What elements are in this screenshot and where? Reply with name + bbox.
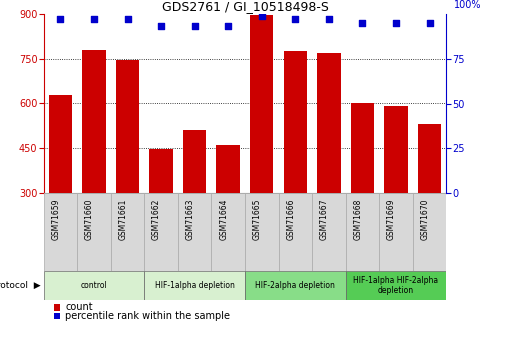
Bar <box>351 104 374 283</box>
Point <box>258 13 266 18</box>
Bar <box>413 193 446 271</box>
Text: GSM71661: GSM71661 <box>119 199 128 240</box>
Bar <box>384 107 408 283</box>
Bar <box>317 53 341 283</box>
Bar <box>284 51 307 283</box>
Text: GSM71660: GSM71660 <box>85 199 94 240</box>
Text: GSM71662: GSM71662 <box>152 199 161 240</box>
Text: GSM71664: GSM71664 <box>219 199 228 240</box>
Text: HIF-2alpha depletion: HIF-2alpha depletion <box>255 281 335 290</box>
Bar <box>44 193 77 271</box>
Point <box>56 17 65 22</box>
Point <box>157 23 165 29</box>
Text: HIF-1alpha HIF-2alpha
depletion: HIF-1alpha HIF-2alpha depletion <box>353 276 439 295</box>
Bar <box>250 15 273 283</box>
Point <box>425 20 433 26</box>
Text: GSM71669: GSM71669 <box>387 199 396 240</box>
Bar <box>82 50 106 283</box>
Bar <box>216 145 240 283</box>
Point <box>124 17 132 22</box>
Text: HIF-1alpha depletion: HIF-1alpha depletion <box>155 281 234 290</box>
Title: GDS2761 / GI_10518498-S: GDS2761 / GI_10518498-S <box>162 0 328 13</box>
Point <box>392 20 400 26</box>
Bar <box>144 193 178 271</box>
Text: control: control <box>81 281 107 290</box>
Bar <box>77 193 111 271</box>
Bar <box>418 125 441 283</box>
Bar <box>44 271 144 300</box>
Text: count: count <box>66 303 93 312</box>
Bar <box>346 193 379 271</box>
Bar <box>245 271 346 300</box>
Bar <box>183 130 206 283</box>
Bar <box>178 193 211 271</box>
Point <box>358 20 366 26</box>
Bar <box>379 193 413 271</box>
Point <box>90 17 98 22</box>
Text: GSM71663: GSM71663 <box>186 199 194 240</box>
Bar <box>116 60 139 283</box>
Bar <box>245 193 279 271</box>
Text: GSM71670: GSM71670 <box>421 199 429 240</box>
Text: GSM71659: GSM71659 <box>51 199 61 240</box>
Text: percentile rank within the sample: percentile rank within the sample <box>66 311 230 321</box>
Point <box>325 17 333 22</box>
Point <box>224 23 232 29</box>
Text: GSM71666: GSM71666 <box>286 199 295 240</box>
Bar <box>111 193 144 271</box>
Bar <box>49 95 72 283</box>
Bar <box>279 193 312 271</box>
Bar <box>144 271 245 300</box>
Text: protocol  ▶: protocol ▶ <box>0 281 41 290</box>
Text: GSM71668: GSM71668 <box>353 199 362 240</box>
Text: 100%: 100% <box>455 0 482 10</box>
Bar <box>211 193 245 271</box>
Point <box>190 23 199 29</box>
Text: GSM71665: GSM71665 <box>253 199 262 240</box>
Bar <box>346 271 446 300</box>
Bar <box>149 149 173 283</box>
Text: GSM71667: GSM71667 <box>320 199 329 240</box>
Point <box>291 17 300 22</box>
Bar <box>312 193 346 271</box>
